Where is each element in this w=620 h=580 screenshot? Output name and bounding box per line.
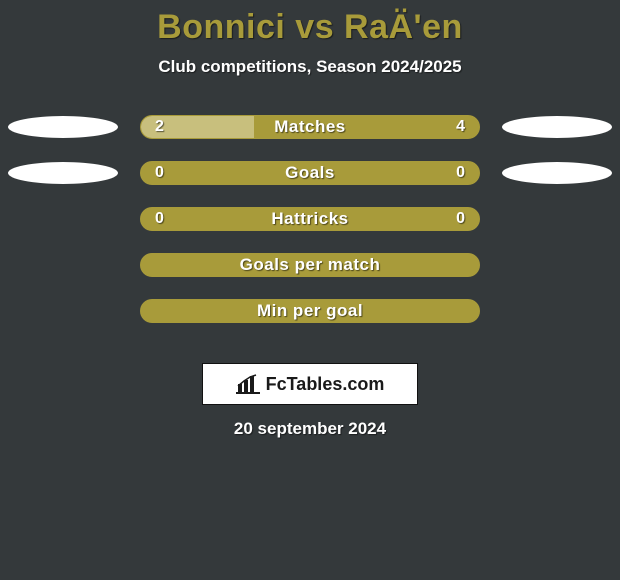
player-bubble-right <box>502 116 612 138</box>
stat-bar: Matches2 4 <box>140 115 480 139</box>
footer-date: 20 september 2024 <box>0 419 620 439</box>
stat-value-left: 0 <box>155 164 164 182</box>
stat-bar: Min per goal <box>140 299 480 323</box>
logo-box: FcTables.com <box>202 363 418 405</box>
page-title: Bonnici vs RaÄ'en <box>0 8 620 47</box>
stat-row: Goals0 0 <box>0 161 620 185</box>
stat-value-right: 0 <box>456 164 465 182</box>
stat-value-left: 0 <box>155 210 164 228</box>
stat-value-right: 0 <box>456 210 465 228</box>
stat-bar: Goals per match <box>140 253 480 277</box>
stat-row: Matches2 4 <box>0 115 620 139</box>
stat-label: Goals per match <box>141 255 479 275</box>
stat-value-left: 2 <box>155 118 164 136</box>
stat-row: Min per goal <box>0 299 620 323</box>
stat-label: Matches <box>141 117 479 137</box>
stat-label: Goals <box>141 163 479 183</box>
player-bubble-left <box>8 162 118 184</box>
subtitle: Club competitions, Season 2024/2025 <box>0 57 620 77</box>
stat-bar: Goals0 0 <box>140 161 480 185</box>
player-bubble-left <box>8 116 118 138</box>
stat-bar: Hattricks0 0 <box>140 207 480 231</box>
player-bubble-right <box>502 162 612 184</box>
stat-row: Goals per match <box>0 253 620 277</box>
bar-chart-icon <box>236 374 260 394</box>
stat-label: Hattricks <box>141 209 479 229</box>
comparison-rows: Matches24Goals00Hattricks00Goals per mat… <box>0 115 620 345</box>
stat-row: Hattricks0 0 <box>0 207 620 231</box>
logo-text: FcTables.com <box>266 374 385 395</box>
stat-value-right: 4 <box>456 118 465 136</box>
stat-label: Min per goal <box>141 301 479 321</box>
